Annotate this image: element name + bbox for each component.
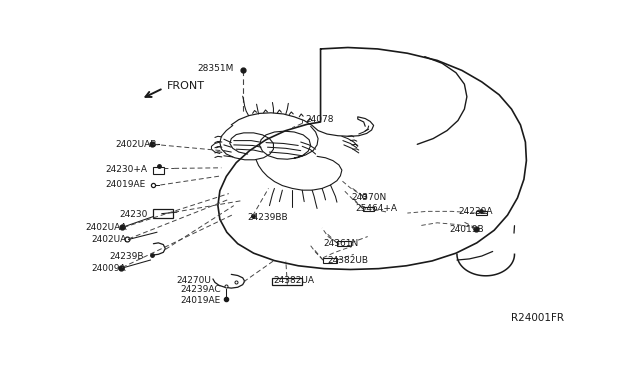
Bar	[337, 241, 351, 246]
Text: 24239B: 24239B	[110, 251, 144, 260]
Text: 24382UB: 24382UB	[327, 256, 368, 264]
Text: 24009A: 24009A	[91, 264, 125, 273]
Text: 24239AC: 24239AC	[180, 285, 221, 294]
Text: 24239BB: 24239BB	[248, 212, 288, 222]
Bar	[363, 207, 374, 211]
Text: 24078: 24078	[306, 115, 334, 124]
Text: 24382UA: 24382UA	[273, 276, 314, 285]
Bar	[323, 258, 337, 263]
Text: 24019B: 24019B	[449, 225, 484, 234]
Bar	[154, 167, 164, 173]
Bar	[476, 211, 487, 215]
Text: 2402UAB: 2402UAB	[116, 140, 157, 150]
Text: 24361N: 24361N	[323, 239, 358, 248]
Text: 25464+A: 25464+A	[355, 204, 397, 213]
Text: 2402UA: 2402UA	[91, 235, 126, 244]
Text: 24230: 24230	[120, 210, 148, 219]
Text: 24370N: 24370N	[352, 193, 387, 202]
Text: 24230+A: 24230+A	[106, 165, 148, 174]
Bar	[273, 278, 302, 285]
Text: 24239A: 24239A	[458, 207, 492, 216]
Text: R24001FR: R24001FR	[511, 313, 564, 323]
Text: 2402UAA: 2402UAA	[85, 224, 127, 232]
Text: 28351M: 28351M	[197, 64, 234, 74]
Text: FRONT: FRONT	[167, 81, 205, 91]
Text: 24019AE: 24019AE	[106, 180, 146, 189]
Text: 24270U: 24270U	[177, 276, 212, 285]
Bar	[154, 209, 173, 218]
Text: 24019AE: 24019AE	[180, 296, 220, 305]
